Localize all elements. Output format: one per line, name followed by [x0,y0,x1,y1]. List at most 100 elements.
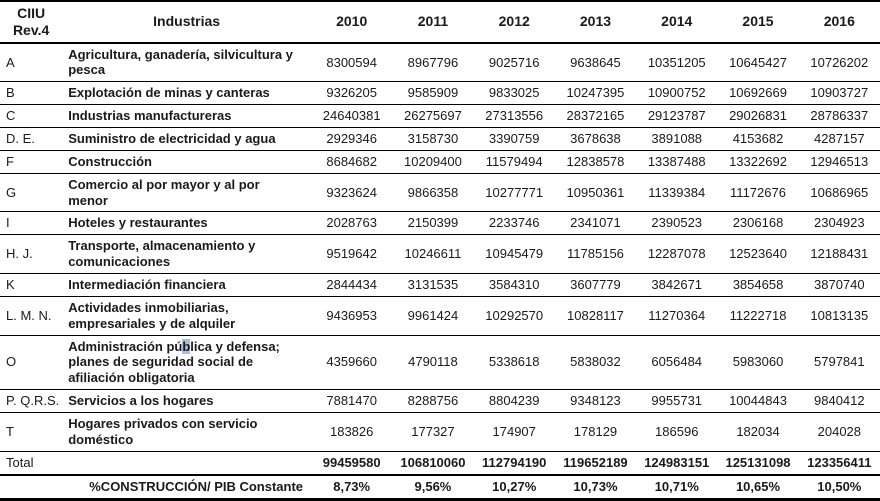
industry-name-cell: Servicios a los hogares [68,393,214,409]
pct-value-cell: 9,56% [414,478,452,494]
value-cell: 26275697 [404,108,462,124]
value-cell: 10828117 [567,307,624,323]
value-cell: 13387488 [647,153,706,169]
pct-value-cell: 8,73% [333,478,371,494]
value-cell: 6056484 [651,354,703,370]
value-cell: 10246611 [404,246,462,262]
value-cell: 3842671 [651,277,703,293]
value-cell: 9519642 [326,246,377,262]
pct-value-cell: 10,73% [573,478,618,494]
value-cell: 11222718 [729,307,787,323]
value-cell: 10950361 [566,184,625,200]
value-cell: 8804239 [488,393,540,409]
value-cell: 7881470 [326,393,377,409]
value-cell: 10292570 [485,307,544,323]
value-cell: 177327 [411,423,455,439]
value-cell: 3678638 [570,131,621,147]
industry-name-cell: Actividades inmobiliarias, empresariales… [68,299,236,331]
header-year: 2011 [417,13,449,30]
industry-name-cell: Transporte, almacenamiento y comunicacio… [68,238,256,270]
value-cell: 8684682 [326,153,377,169]
value-cell: 5983060 [732,354,784,370]
value-cell: 5338618 [488,354,540,370]
value-cell: 9961424 [407,307,459,323]
header-ciiu-code: CIIU Rev.4 [0,1,62,43]
value-cell: 182034 [736,423,780,439]
industry-code-cell: G [6,184,17,200]
value-cell: 10247395 [566,85,625,101]
industry-row: I Hoteles y restaurantes 2028763 2150399 223… [0,212,880,235]
value-cell: 10900752 [647,85,706,101]
header-industrias: Industrias [153,13,221,30]
industry-name-cell: Comercio al por mayor y al por menor [68,176,260,208]
value-cell: 10044843 [729,393,787,409]
industry-row: L. M. N. Actividades inmobiliarias, empre… [0,296,880,336]
value-cell: 10903727 [810,85,869,101]
value-cell: 9348123 [570,393,621,409]
value-cell: 2150399 [407,215,459,231]
industry-row: C Industrias manufactureras 24640381 262756… [0,105,880,128]
value-cell: 9866358 [407,184,459,200]
pct-empty-cell [0,475,62,499]
value-cell: 3854658 [732,277,784,293]
industry-code-cell: D. E. [6,131,35,147]
pct-value-cell: 10,71% [654,478,699,494]
construction-pib-row: %CONSTRUCCIÓN/ PIB Constante 8,73% 9,56%… [0,475,880,499]
header-ciiu-line2: Rev.4 [12,21,50,38]
value-cell: 10813135 [810,307,869,323]
industry-code-cell: H. J. [6,246,33,262]
value-cell: 10726202 [810,54,869,70]
industry-code-cell: T [6,423,14,439]
value-cell: 8288756 [407,393,459,409]
total-value-cell: 119652189 [563,454,628,470]
value-cell: 5838032 [570,354,621,370]
industry-code-cell: O [6,354,17,370]
header-year: 2013 [579,13,612,30]
value-cell: 4153682 [732,131,784,147]
industry-name-cell: Hogares privados con servicio doméstico [68,416,258,447]
total-value-cell: 112794190 [482,454,547,470]
industry-row: K Intermediación financiera 2844434 3131535… [0,274,880,297]
value-cell: 3891088 [651,131,703,147]
value-cell: 28786337 [810,108,869,124]
total-value-cell: 106810060 [400,454,466,470]
value-cell: 9840412 [814,393,865,409]
value-cell: 9585909 [407,85,459,101]
header-ciiu-line1: CIIU [17,5,46,21]
header-year: 2015 [742,13,774,30]
industry-row: H. J. Transporte, almacenamiento y comuni… [0,235,880,274]
value-cell: 12188431 [810,246,869,262]
value-cell: 186596 [655,423,699,439]
header-year: 2010 [336,13,368,30]
value-cell: 2341071 [570,215,621,231]
value-cell: 28372165 [566,108,625,124]
value-cell: 9025716 [488,54,540,70]
value-cell: 12523640 [729,246,787,262]
value-cell: 10686965 [810,184,869,200]
value-cell: 11172676 [730,184,786,200]
value-cell: 2306168 [732,215,784,231]
value-cell: 3158730 [407,131,459,147]
value-cell: 12287078 [647,246,706,262]
text-selection-highlight: b [182,338,191,354]
value-cell: 10209400 [404,153,462,169]
value-cell: 11579494 [485,153,543,169]
industry-row: O Administración pública y defensa; plane… [0,335,880,390]
industry-name-text: lica y defensa; planes de seguridad soci… [68,338,280,386]
value-cell: 11339384 [648,184,706,200]
industry-name-cell: Construcción [68,153,152,169]
value-cell: 10277771 [485,184,544,200]
value-cell: 2028763 [326,215,377,231]
industry-code-cell: I [6,215,10,231]
value-cell: 174907 [492,423,536,439]
industry-row: T Hogares privados con servicio doméstico… [0,413,880,452]
value-cell: 3607779 [570,277,621,293]
industry-name-cell: Industrias manufactureras [68,108,232,124]
industry-code-cell: K [6,277,15,293]
value-cell: 9323624 [326,184,377,200]
header-year: 2012 [498,13,530,30]
value-cell: 13322692 [729,153,787,169]
total-empty-cell [62,451,311,474]
value-cell: 4359660 [326,354,377,370]
